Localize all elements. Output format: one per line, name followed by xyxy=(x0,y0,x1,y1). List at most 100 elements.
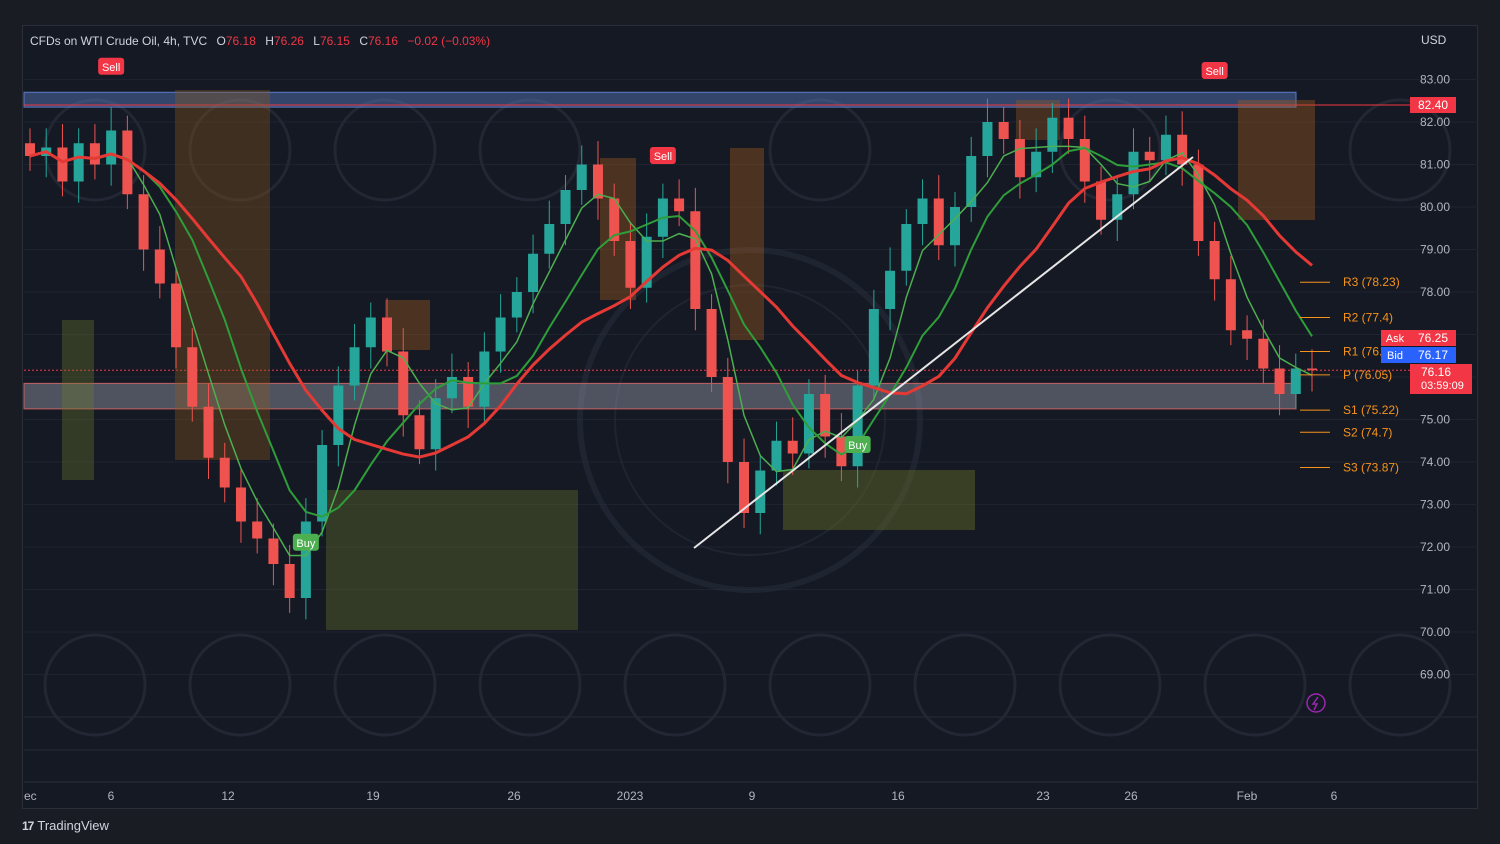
x-tick-label: 12 xyxy=(221,789,235,803)
candle xyxy=(868,309,879,386)
candle xyxy=(1014,139,1025,178)
candle xyxy=(414,415,425,450)
candle xyxy=(609,198,620,241)
chart-legend: CFDs on WTI Crude Oil, 4h, TVC O76.18 H7… xyxy=(30,34,490,48)
candle xyxy=(706,309,717,377)
watermark-logo-icon xyxy=(1348,633,1452,737)
candle xyxy=(885,270,896,309)
candle xyxy=(73,143,84,182)
candle xyxy=(576,164,587,190)
pivot-label: S1 (75.22) xyxy=(1343,403,1399,417)
lightning-bolt-icon xyxy=(1311,696,1319,711)
candle xyxy=(917,198,928,224)
watermark-logo-icon xyxy=(768,98,872,202)
candle xyxy=(171,283,182,348)
pivot-label: R3 (78.23) xyxy=(1343,275,1400,289)
last-price: 76.16 xyxy=(1421,365,1451,379)
x-tick-label: 16 xyxy=(891,789,905,803)
ask-price: 76.25 xyxy=(1418,331,1448,345)
candle xyxy=(836,436,847,467)
buy-label: Buy xyxy=(848,440,867,452)
candle xyxy=(820,394,831,437)
ma-slow-line xyxy=(29,150,1313,459)
candle xyxy=(1225,279,1236,331)
candle xyxy=(252,521,263,539)
ma-fast-line xyxy=(29,145,1313,557)
y-tick-label: 79.00 xyxy=(1420,243,1450,257)
x-tick-label: 2023 xyxy=(617,789,644,803)
candle xyxy=(755,470,766,513)
x-tick-label: 26 xyxy=(507,789,521,803)
candle xyxy=(284,564,295,598)
candle xyxy=(592,164,603,199)
candle xyxy=(674,198,685,212)
candle xyxy=(933,198,944,246)
candle xyxy=(560,190,571,224)
candle xyxy=(479,351,490,407)
close-label: C xyxy=(359,34,368,48)
trend-line xyxy=(693,156,1194,549)
price-tag-resistance xyxy=(1410,97,1456,113)
tradingview-logo-icon: 17 xyxy=(22,818,34,833)
candle xyxy=(690,211,701,309)
buy-signal: Buy xyxy=(844,436,871,453)
buy-badge xyxy=(292,533,319,551)
candle xyxy=(317,445,328,522)
symbol-title: CFDs on WTI Crude Oil, 4h, TVC xyxy=(30,34,208,48)
candle xyxy=(1290,368,1301,394)
buy-label: Buy xyxy=(296,538,315,550)
y-tick-label: 78.00 xyxy=(1420,285,1450,299)
sell-signal: Sell xyxy=(1201,62,1228,79)
candle xyxy=(511,292,522,318)
x-tick-label: 9 xyxy=(749,789,756,803)
y-tick-label: 70.00 xyxy=(1420,625,1450,639)
close-value: 76.16 xyxy=(368,34,399,48)
watermark-logo-icon xyxy=(188,98,292,202)
x-tick-label: 26 xyxy=(1124,789,1138,803)
bid-price: 76.17 xyxy=(1418,348,1448,362)
sell-badge xyxy=(98,57,125,75)
change-value: −0.02 (−0.03%) xyxy=(407,34,491,48)
x-tick-label: ec xyxy=(24,789,37,803)
y-tick-label: 73.00 xyxy=(1420,498,1450,512)
sell-label: Sell xyxy=(654,151,672,163)
candle xyxy=(641,236,652,288)
currency-label[interactable]: USD xyxy=(1421,33,1447,47)
watermark-logo-icon xyxy=(913,633,1017,737)
candles-group xyxy=(25,98,1317,620)
candle xyxy=(382,317,393,352)
candle xyxy=(1193,164,1204,241)
high-value: 76.26 xyxy=(273,34,304,48)
candle xyxy=(949,207,960,246)
y-tick-label: 74.00 xyxy=(1420,455,1450,469)
high-label: H xyxy=(265,34,274,48)
indicator-band xyxy=(62,320,94,480)
sell-badge xyxy=(649,147,676,164)
x-tick-label: 6 xyxy=(108,789,115,803)
watermark-logo-icon xyxy=(1348,98,1452,202)
candle xyxy=(998,122,1009,139)
chart-frame xyxy=(22,25,1478,809)
indicator-band xyxy=(783,470,975,530)
candle xyxy=(268,538,279,564)
watermark-logo-icon xyxy=(188,633,292,737)
y-tick-label: 81.00 xyxy=(1420,158,1450,172)
y-tick-label: 71.00 xyxy=(1420,583,1450,597)
candle xyxy=(771,440,782,471)
x-tick-label: Feb xyxy=(1237,789,1258,803)
price-tag-resistance-text: 82.40 xyxy=(1418,98,1448,112)
tradingview-branding[interactable]: 17 TradingView xyxy=(22,818,109,833)
candle xyxy=(300,521,311,598)
candle xyxy=(333,385,344,445)
bar-countdown: 03:59:09 xyxy=(1421,380,1464,392)
sell-badge xyxy=(1201,62,1228,79)
candle xyxy=(1096,181,1107,220)
y-tick-label: 83.00 xyxy=(1420,73,1450,87)
candle xyxy=(901,224,912,271)
sell-signal: Sell xyxy=(98,57,125,75)
watermark-logo-icon xyxy=(333,633,437,737)
candle xyxy=(219,457,230,488)
ask-label: Ask xyxy=(1386,333,1405,345)
candle xyxy=(57,147,68,182)
